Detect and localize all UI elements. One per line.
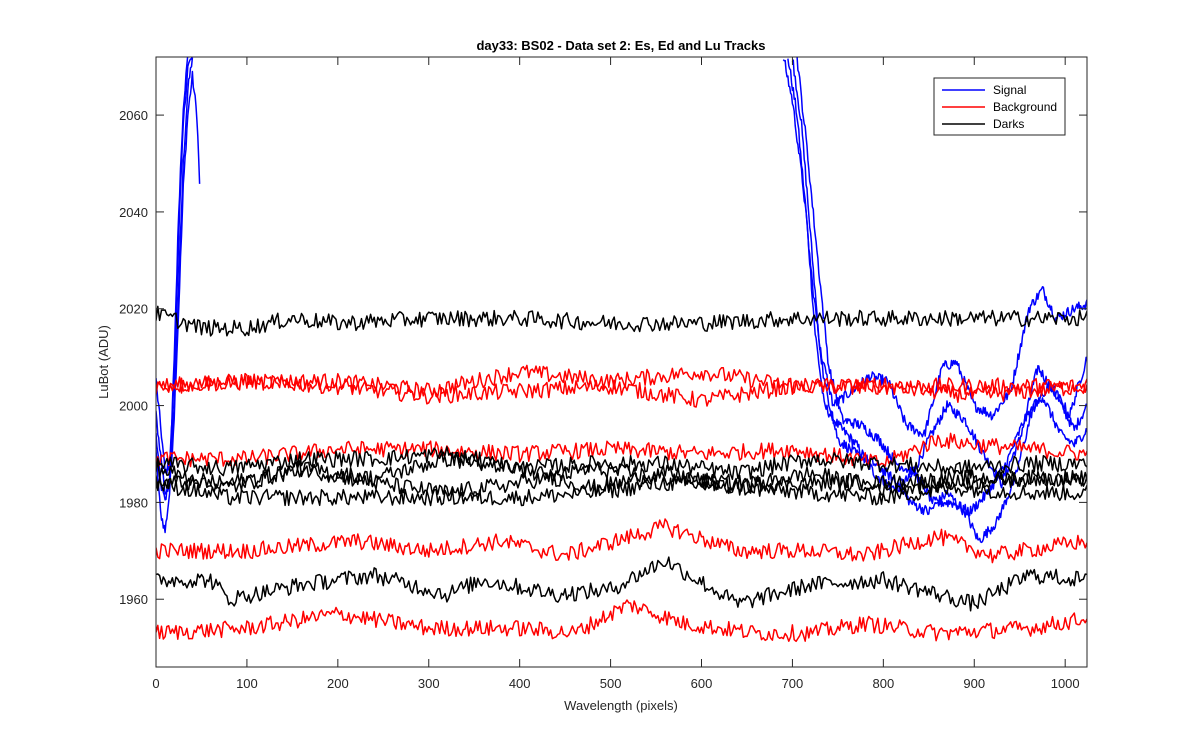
- series-line-signal: [156, 70, 201, 534]
- x-tick-label: 200: [327, 676, 349, 691]
- x-tick-label: 700: [782, 676, 804, 691]
- y-tick-label: 1980: [119, 495, 148, 510]
- y-tick-label: 2040: [119, 205, 148, 220]
- series-line-signal: [796, 57, 1087, 517]
- axis-ticks: 0 100 200 300 400 500 600 700 800 900 1000 1960 1980…: [119, 57, 1087, 691]
- series-line-darks: [156, 305, 1087, 337]
- series-line-signal: [156, 57, 189, 495]
- legend-label-background: Background: [993, 100, 1057, 114]
- legend: Signal Background Darks: [933, 77, 1066, 136]
- plot-background: [156, 57, 1087, 667]
- series-line-darks: [156, 475, 1087, 507]
- legend-label-darks: Darks: [993, 117, 1024, 131]
- y-tick-label: 1960: [119, 592, 148, 607]
- x-tick-label: 600: [691, 676, 713, 691]
- series-line-signal: [787, 58, 1087, 492]
- legend-label-signal: Signal: [993, 83, 1026, 97]
- x-tick-label: 300: [418, 676, 440, 691]
- chart-title: day33: BS02 - Data set 2: Es, Ed and Lu …: [476, 38, 765, 53]
- x-axis-label: Wavelength (pixels): [564, 698, 678, 713]
- series-layer: [156, 57, 1087, 643]
- y-tick-label: 2060: [119, 108, 148, 123]
- x-tick-label: 800: [872, 676, 894, 691]
- series-line-background: [156, 432, 1087, 468]
- series-line-background: [156, 373, 1087, 408]
- series-line-darks: [156, 556, 1087, 612]
- x-tick-label: 0: [152, 676, 159, 691]
- y-tick-label: 2000: [119, 399, 148, 414]
- x-tick-label: 500: [600, 676, 622, 691]
- series-line-darks: [156, 461, 1087, 499]
- x-tick-label: 100: [236, 676, 258, 691]
- series-line-background: [156, 599, 1087, 643]
- x-tick-label: 1000: [1051, 676, 1080, 691]
- plot-frame: [155, 56, 1088, 668]
- x-tick-label: 900: [963, 676, 985, 691]
- x-tick-label: 400: [509, 676, 531, 691]
- y-axis-label: LuBot (ADU): [96, 325, 111, 399]
- series-line-background: [156, 518, 1087, 564]
- y-tick-label: 2020: [119, 302, 148, 317]
- series-line-darks: [156, 451, 1087, 496]
